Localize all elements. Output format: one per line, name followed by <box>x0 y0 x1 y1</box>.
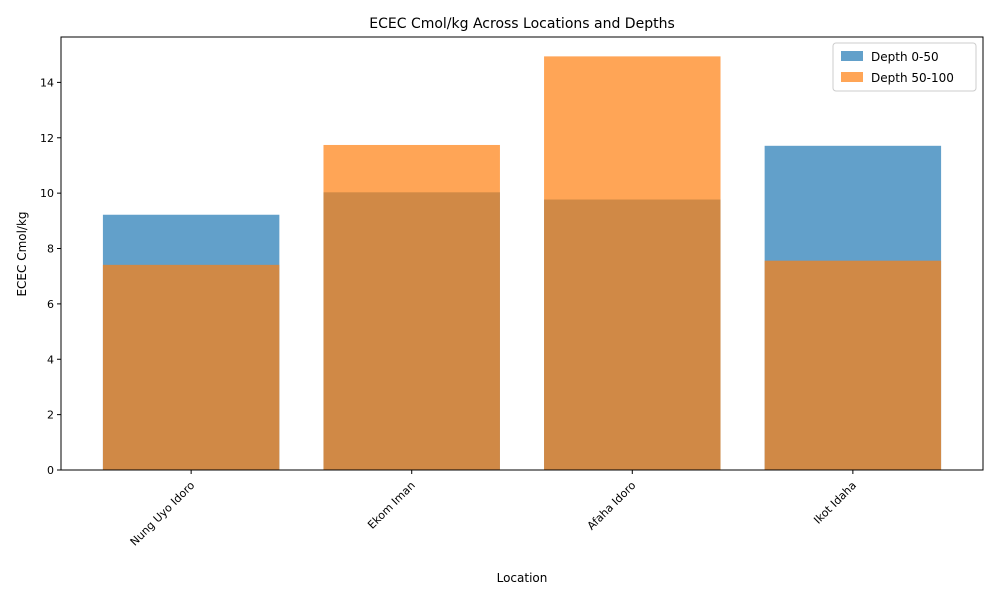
x-tick-label: Afaha Idoro <box>585 479 639 533</box>
bar-series-2-2 <box>323 144 500 470</box>
x-axis-label: Location <box>497 571 548 585</box>
y-axis-label: ECEC Cmol/kg <box>15 211 29 296</box>
legend-swatch-1 <box>841 51 863 61</box>
y-tick-label: 2 <box>47 409 54 422</box>
legend-swatch-2 <box>841 72 863 82</box>
x-tick-label: Nung Uyo Idoro <box>128 479 198 549</box>
legend: Depth 0-50 Depth 50-100 <box>832 42 977 92</box>
bar-series-2-3 <box>544 56 721 471</box>
bar-series-2-4 <box>764 260 942 470</box>
y-tick-label: 14 <box>40 76 54 89</box>
y-tick-label: 10 <box>40 187 54 200</box>
y-tick-label: 12 <box>40 132 54 145</box>
bars-layer <box>102 56 942 471</box>
bar-series-2-1 <box>102 264 280 470</box>
plot-frame <box>60 36 984 471</box>
chart-title: ECEC Cmol/kg Across Locations and Depths <box>369 16 674 32</box>
legend-label-2: Depth 50-100 <box>871 71 954 85</box>
y-tick-label: 8 <box>47 243 54 256</box>
y-tick-label: 6 <box>47 298 54 311</box>
legend-box <box>832 42 977 92</box>
legend-label-1: Depth 0-50 <box>871 50 939 64</box>
y-tick-label: 4 <box>47 353 54 366</box>
y-tick-label: 0 <box>47 464 54 477</box>
x-tick-label: Ikot Idaha <box>811 479 859 527</box>
x-tick-label: Ekom Iman <box>365 479 418 532</box>
